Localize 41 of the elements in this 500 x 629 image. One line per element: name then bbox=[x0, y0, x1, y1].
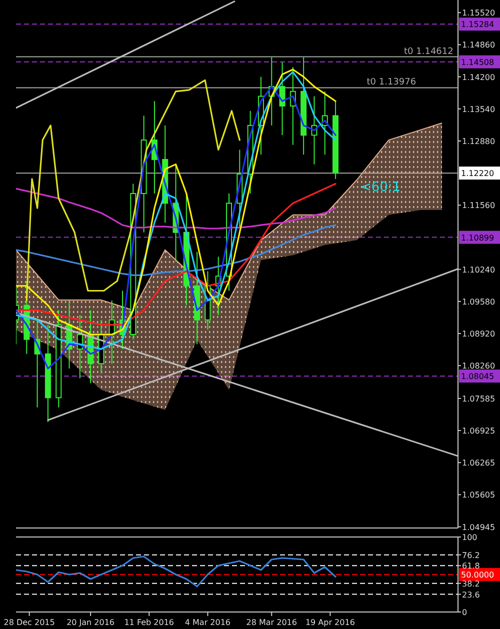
y-tick-label: 1.06925 bbox=[462, 426, 496, 436]
x-tick-label: 4 Mar 2016 bbox=[184, 618, 231, 627]
ref-line-label: 1.10899 bbox=[461, 233, 494, 242]
ref-line-label: 1.15284 bbox=[461, 20, 494, 30]
candlestick bbox=[279, 62, 286, 136]
y-tick-label: 1.04945 bbox=[462, 522, 496, 532]
line-series bbox=[16, 122, 443, 311]
y-tick-label: 1.10240 bbox=[462, 265, 496, 274]
line-series bbox=[16, 556, 336, 588]
line-series bbox=[16, 224, 336, 276]
y-tick-label: 23.6 bbox=[462, 590, 480, 600]
y-tick-label: 38.2 bbox=[462, 579, 480, 588]
x-tick-label: 11 Feb 2016 bbox=[124, 618, 174, 627]
y-tick-label: 1.15520 bbox=[462, 8, 496, 18]
x-tick-label: 20 Jan 2016 bbox=[66, 618, 115, 627]
y-tick-label: 1.12880 bbox=[462, 136, 496, 146]
x-tick-label: 28 Dec 2015 bbox=[4, 618, 55, 627]
x-tick-label: 28 Mar 2016 bbox=[246, 618, 297, 627]
annotation: t0 1.13976 bbox=[366, 78, 416, 88]
ref-line-label: 1.08045 bbox=[461, 372, 494, 382]
y-tick-label: 1.14860 bbox=[462, 40, 496, 50]
annotation: t0 1.14612 bbox=[404, 46, 454, 57]
y-tick-label: 1.07585 bbox=[462, 394, 496, 404]
y-tick-label: 1.13540 bbox=[462, 104, 496, 114]
line-series bbox=[26, 79, 240, 302]
y-tick-label: 1.06265 bbox=[462, 458, 496, 468]
y-tick-label: 1.08920 bbox=[462, 330, 496, 339]
y-tick-label: 1.08260 bbox=[462, 362, 496, 371]
y-tick-label: 1.05605 bbox=[462, 490, 496, 500]
annotation: <60:1 bbox=[360, 180, 401, 196]
y-tick-label: 1.11560 bbox=[462, 201, 496, 210]
ref-line-label: 50.0000 bbox=[461, 570, 494, 580]
y-tick-label: 76.2 bbox=[462, 550, 480, 560]
ref-line-label: 1.14508 bbox=[461, 58, 494, 67]
y-tick-label: 0 bbox=[462, 608, 468, 617]
line-series bbox=[16, 188, 336, 230]
y-tick-label: 100 bbox=[462, 533, 478, 542]
y-tick-label: 1.14200 bbox=[462, 72, 496, 82]
ref-line-label: 1.12220 bbox=[461, 169, 494, 178]
x-tick-label: 19 Apr 2016 bbox=[305, 618, 355, 627]
y-tick-label: 1.09580 bbox=[462, 297, 496, 306]
